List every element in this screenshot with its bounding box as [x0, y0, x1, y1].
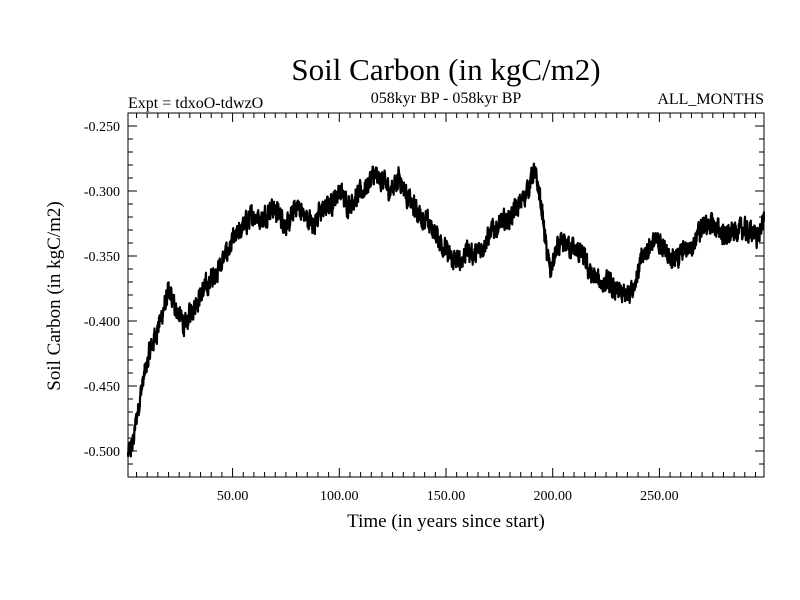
- x-tick-label: 100.00: [320, 489, 359, 504]
- chart-title: Soil Carbon (in kgC/m2): [291, 52, 600, 87]
- x-tick-label: 50.00: [217, 489, 249, 504]
- period-label: 058kyr BP - 058kyr BP: [371, 90, 522, 107]
- experiment-label: Expt = tdxoO-tdwzO: [128, 95, 263, 112]
- months-label: ALL_MONTHS: [657, 91, 764, 108]
- y-tick-label: -0.250: [84, 120, 120, 135]
- soil-carbon-series-line: [126, 162, 766, 458]
- axis-tick-labels: 50.00 100.00 150.00 200.00 250.00 -0.250 -0.30…: [84, 120, 679, 504]
- y-tick-label: -0.500: [84, 445, 120, 460]
- y-tick-label: -0.450: [84, 380, 120, 395]
- plot-frame: [127, 112, 765, 478]
- y-axis-label: Soil Carbon (in kgC/m2): [44, 201, 65, 390]
- x-axis-label: Time (in years since start): [347, 511, 545, 532]
- x-tick-label: 200.00: [533, 489, 572, 504]
- y-tick-label: -0.400: [84, 315, 120, 330]
- y-tick-label: -0.300: [84, 185, 120, 200]
- y-tick-label: -0.350: [84, 250, 120, 265]
- axis-ticks: [128, 112, 764, 478]
- x-tick-label: 250.00: [640, 489, 679, 504]
- x-tick-label: 150.00: [427, 489, 466, 504]
